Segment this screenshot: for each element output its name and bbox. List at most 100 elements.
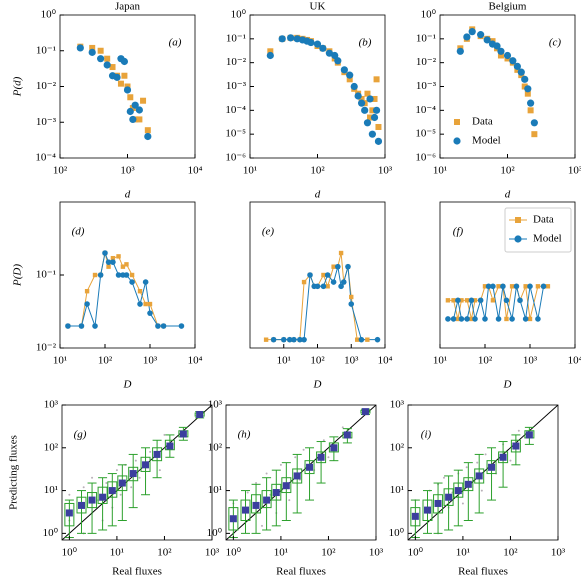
- mean-marker: [306, 463, 314, 471]
- data-point: [477, 297, 484, 304]
- data-point: [349, 294, 354, 300]
- cloud-point: [68, 493, 71, 496]
- data-point: [354, 92, 362, 100]
- box: [453, 482, 464, 498]
- y-axis-label: Predicting fluxes: [8, 435, 20, 510]
- data-point: [482, 284, 488, 289]
- data-point: [127, 94, 134, 101]
- x-tick-label: 10¹: [274, 547, 288, 559]
- data-point: [445, 316, 451, 322]
- y-tick-label: 10⁻⁴: [415, 104, 436, 116]
- data-point: [472, 316, 478, 322]
- plot-area: [226, 405, 376, 540]
- data-point: [535, 316, 541, 322]
- data-point: [459, 298, 464, 303]
- data-point: [307, 272, 313, 278]
- cloud-point: [294, 456, 297, 459]
- x-tick-label: 10⁴: [188, 165, 203, 177]
- cloud-point: [91, 476, 94, 479]
- box: [422, 499, 433, 521]
- x-axis-label: d: [505, 189, 511, 201]
- data-point: [451, 298, 456, 303]
- data-point: [104, 55, 111, 62]
- y-tick-label: 10⁻²: [36, 342, 57, 354]
- y-tick-label: 10²: [208, 441, 223, 453]
- data-point: [348, 301, 355, 307]
- mean-marker: [196, 410, 204, 418]
- mean-marker: [343, 431, 351, 439]
- data-point: [143, 301, 148, 307]
- x-tick-label: 10⁴: [568, 355, 581, 367]
- x-tick-label: 10²: [503, 547, 518, 559]
- data-point: [504, 316, 509, 322]
- data-point: [263, 337, 269, 342]
- cloud-point: [322, 439, 325, 442]
- data-point: [365, 337, 370, 342]
- y-tick-label: 10⁰: [231, 9, 247, 21]
- box: [97, 486, 108, 504]
- mean-marker: [293, 472, 301, 480]
- legend-label: Data: [533, 214, 554, 226]
- legend-marker: [453, 137, 461, 145]
- data-point: [523, 284, 528, 289]
- mean-marker: [499, 453, 507, 461]
- data-point: [497, 47, 505, 55]
- box: [164, 439, 175, 451]
- data-point: [160, 323, 167, 329]
- box: [433, 494, 444, 514]
- data-point: [137, 301, 143, 307]
- mean-marker: [108, 487, 116, 495]
- cloud-point: [115, 469, 118, 472]
- x-tick-label: 10³: [344, 355, 359, 367]
- data-point: [340, 279, 347, 285]
- panel-title: Belgium: [489, 1, 527, 13]
- data-point: [361, 106, 369, 114]
- series-line: [273, 266, 378, 341]
- data-point: [483, 36, 491, 44]
- data-point: [493, 42, 501, 50]
- x-tick-label: 10⁴: [378, 355, 393, 367]
- mean-marker: [252, 501, 260, 509]
- data-point: [456, 47, 464, 55]
- data-point: [535, 284, 541, 289]
- data-point: [455, 297, 461, 304]
- data-point: [286, 336, 293, 343]
- panel-label: (b): [359, 37, 372, 49]
- panel-title: UK: [310, 1, 326, 13]
- panel-label: (i): [421, 429, 432, 441]
- data-point: [131, 101, 139, 109]
- cloud-point: [119, 493, 122, 496]
- data-point: [89, 44, 96, 51]
- y-tick-label: 10⁰: [421, 9, 437, 21]
- box: [474, 468, 485, 484]
- cloud-point: [246, 491, 249, 494]
- data-point: [458, 316, 465, 322]
- panel-title: Japan: [115, 1, 141, 13]
- panel-label: (e): [262, 226, 275, 238]
- data-point: [147, 310, 153, 316]
- data-point: [319, 44, 327, 52]
- x-axis-label: Real fluxes: [276, 566, 326, 578]
- data-point: [334, 57, 342, 65]
- data-point: [366, 95, 374, 103]
- data-point: [65, 323, 71, 329]
- x-tick-label: 10²: [310, 165, 325, 177]
- box: [410, 507, 421, 527]
- plot-frame: [439, 201, 576, 349]
- panel: [447, 284, 548, 320]
- x-tick-label: 10²: [500, 165, 515, 177]
- y-tick-label: 10⁰: [389, 527, 405, 539]
- data-point: [373, 76, 380, 83]
- data-point: [521, 83, 528, 90]
- cloud-point: [302, 448, 305, 451]
- data-point: [120, 57, 129, 66]
- box: [107, 481, 118, 498]
- data-point: [524, 85, 532, 93]
- mean-marker: [454, 487, 462, 495]
- data-point: [110, 259, 116, 265]
- data-point: [509, 57, 517, 65]
- y-tick-label: 10⁻⁴: [35, 152, 56, 164]
- x-tick-label: 10²: [310, 355, 325, 367]
- x-tick-label: 10⁰: [226, 547, 242, 559]
- cloud-point: [484, 453, 487, 456]
